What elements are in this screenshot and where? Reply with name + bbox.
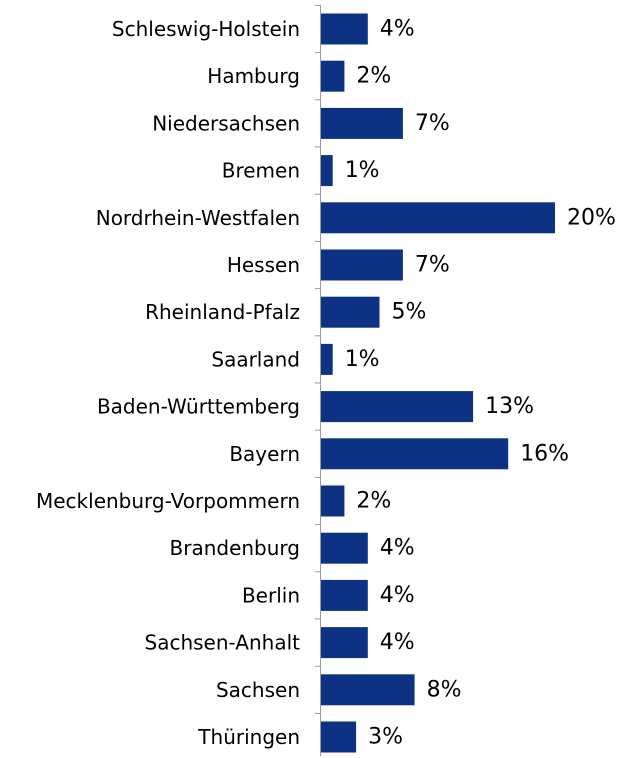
data-label: 13% bbox=[485, 394, 534, 419]
bar bbox=[321, 438, 509, 470]
data-label: 2% bbox=[356, 489, 391, 514]
bars-layer bbox=[321, 13, 555, 753]
category-label: Bayern bbox=[229, 442, 300, 466]
bar bbox=[321, 674, 415, 706]
category-labels: Schleswig-Holstein Hamburg Niedersachsen Br… bbox=[36, 17, 300, 749]
category-label: Brandenburg bbox=[170, 536, 301, 560]
bar bbox=[321, 485, 345, 517]
category-label: Schleswig-Holstein bbox=[112, 17, 300, 41]
category-label: Thüringen bbox=[197, 725, 300, 749]
category-label: Baden-Württemberg bbox=[97, 395, 300, 419]
category-label: Nordrhein-Westfalen bbox=[96, 206, 300, 230]
bar bbox=[321, 107, 403, 139]
data-label: 3% bbox=[368, 725, 403, 750]
data-label: 7% bbox=[415, 253, 450, 278]
bar bbox=[321, 13, 368, 45]
category-axis-ticks bbox=[315, 4, 321, 714]
category-label: Sachsen-Anhalt bbox=[145, 631, 301, 655]
data-label: 7% bbox=[415, 111, 450, 136]
data-label: 1% bbox=[345, 158, 380, 183]
bar bbox=[321, 249, 403, 281]
data-label: 16% bbox=[520, 441, 569, 466]
bar bbox=[321, 60, 345, 92]
category-label: Hessen bbox=[227, 253, 300, 277]
bar bbox=[321, 391, 474, 423]
data-label: 20% bbox=[567, 205, 616, 230]
bar bbox=[321, 627, 368, 659]
bar bbox=[321, 202, 555, 234]
category-label: Hamburg bbox=[207, 64, 300, 88]
bar bbox=[321, 532, 368, 564]
data-label: 4% bbox=[380, 583, 415, 608]
category-label: Bremen bbox=[222, 159, 300, 183]
data-label: 4% bbox=[380, 630, 415, 655]
bar bbox=[321, 721, 357, 753]
value-labels: 4% 2% 7% 1% 20% 7% 5% 1% 13% 16% 2% 4% 4% 4% 8% 3% bbox=[345, 17, 616, 750]
data-label: 4% bbox=[380, 536, 415, 561]
category-label: Niedersachsen bbox=[152, 111, 300, 135]
data-label: 1% bbox=[345, 347, 380, 372]
data-label: 2% bbox=[356, 64, 391, 89]
category-label: Mecklenburg-Vorpommern bbox=[36, 489, 300, 513]
data-label: 8% bbox=[427, 677, 462, 702]
data-label: 4% bbox=[380, 17, 415, 42]
category-label: Rheinland-Pfalz bbox=[145, 300, 300, 324]
bar bbox=[321, 296, 380, 328]
category-label: Sachsen bbox=[216, 678, 300, 702]
bar bbox=[321, 579, 368, 611]
category-label: Saarland bbox=[211, 347, 300, 371]
category-label: Berlin bbox=[242, 583, 300, 607]
bar bbox=[321, 343, 333, 375]
data-label: 5% bbox=[392, 300, 427, 325]
bar bbox=[321, 155, 333, 187]
